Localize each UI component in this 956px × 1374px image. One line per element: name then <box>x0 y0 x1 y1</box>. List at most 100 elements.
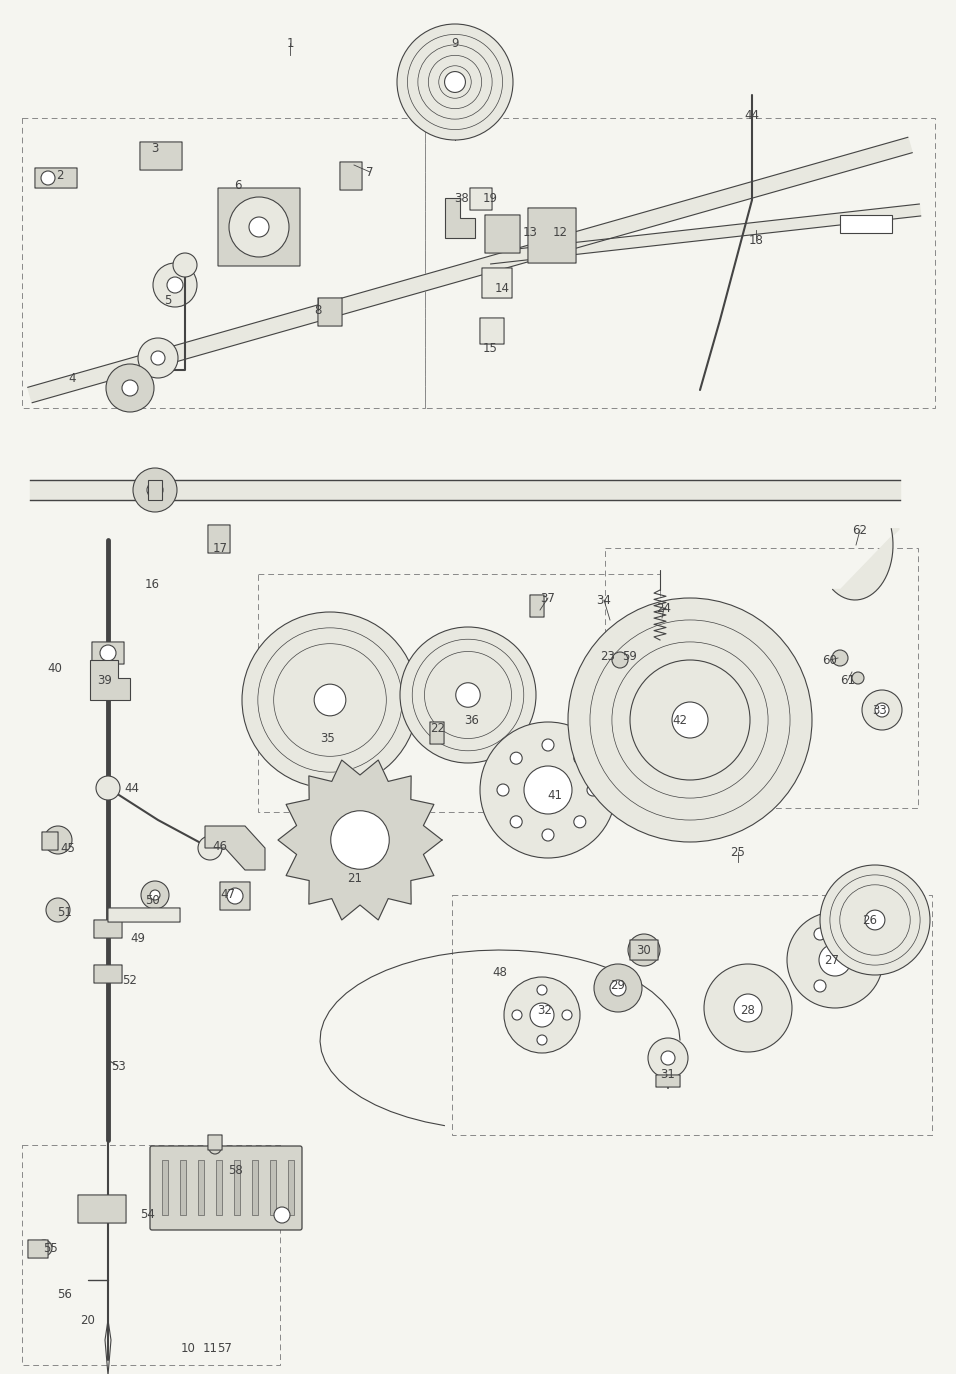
Text: 58: 58 <box>228 1164 243 1176</box>
Circle shape <box>227 888 243 904</box>
Bar <box>216 1160 222 1215</box>
Text: 44: 44 <box>745 109 759 121</box>
Circle shape <box>456 683 480 708</box>
Bar <box>605 548 918 808</box>
FancyBboxPatch shape <box>78 1195 126 1223</box>
Bar <box>258 574 660 812</box>
Circle shape <box>46 899 70 922</box>
Text: 36: 36 <box>465 713 480 727</box>
Circle shape <box>150 890 160 900</box>
Bar <box>180 1160 186 1215</box>
Circle shape <box>331 811 389 870</box>
Text: 57: 57 <box>218 1341 232 1355</box>
Text: 13: 13 <box>523 225 537 239</box>
Text: 24: 24 <box>657 602 671 614</box>
Text: 62: 62 <box>853 523 867 536</box>
FancyBboxPatch shape <box>94 921 122 938</box>
FancyBboxPatch shape <box>530 595 544 617</box>
Circle shape <box>628 934 660 966</box>
Circle shape <box>138 338 178 378</box>
Text: 52: 52 <box>122 974 138 987</box>
Circle shape <box>229 196 289 257</box>
Text: 1: 1 <box>286 37 293 49</box>
Text: 21: 21 <box>347 871 362 885</box>
FancyBboxPatch shape <box>150 1146 302 1230</box>
Text: 25: 25 <box>730 845 746 859</box>
Text: 16: 16 <box>144 577 160 591</box>
Circle shape <box>209 1142 221 1154</box>
Circle shape <box>537 1035 547 1046</box>
Text: 27: 27 <box>824 954 839 966</box>
Text: 18: 18 <box>749 234 764 246</box>
Circle shape <box>530 1003 554 1026</box>
Circle shape <box>198 835 222 860</box>
Text: 6: 6 <box>234 179 242 191</box>
Text: 7: 7 <box>366 165 374 179</box>
Circle shape <box>852 672 864 684</box>
Circle shape <box>512 1010 522 1020</box>
Text: 30: 30 <box>637 944 651 956</box>
Circle shape <box>122 381 138 396</box>
Circle shape <box>480 721 616 857</box>
Polygon shape <box>30 480 900 500</box>
Circle shape <box>315 684 346 716</box>
Text: 32: 32 <box>537 1003 553 1017</box>
Text: 23: 23 <box>600 650 616 662</box>
Text: 9: 9 <box>451 37 459 49</box>
FancyBboxPatch shape <box>485 214 520 253</box>
FancyBboxPatch shape <box>656 1074 680 1087</box>
Circle shape <box>173 253 197 278</box>
Polygon shape <box>28 137 912 403</box>
Text: 53: 53 <box>111 1059 125 1073</box>
Text: 12: 12 <box>553 225 568 239</box>
Text: 46: 46 <box>212 840 228 852</box>
Bar <box>22 1145 280 1364</box>
Bar <box>840 214 892 234</box>
Circle shape <box>537 985 547 995</box>
Polygon shape <box>278 760 442 921</box>
Polygon shape <box>205 826 265 870</box>
Polygon shape <box>445 198 475 238</box>
Circle shape <box>497 785 509 796</box>
Text: 31: 31 <box>661 1069 676 1081</box>
FancyBboxPatch shape <box>482 268 512 298</box>
Circle shape <box>524 765 572 813</box>
Circle shape <box>147 482 163 497</box>
Text: 60: 60 <box>822 654 837 666</box>
Circle shape <box>587 785 599 796</box>
Circle shape <box>668 698 712 742</box>
Text: 37: 37 <box>540 591 555 605</box>
Circle shape <box>734 993 762 1022</box>
FancyBboxPatch shape <box>140 142 182 170</box>
Text: 28: 28 <box>741 1003 755 1017</box>
Circle shape <box>445 71 466 92</box>
Text: 33: 33 <box>873 703 887 716</box>
Circle shape <box>274 1206 290 1223</box>
Circle shape <box>862 690 902 730</box>
Text: 54: 54 <box>141 1208 156 1220</box>
FancyBboxPatch shape <box>630 940 658 960</box>
FancyBboxPatch shape <box>318 298 342 326</box>
Bar <box>270 1160 276 1215</box>
Circle shape <box>249 217 269 236</box>
Circle shape <box>814 980 826 992</box>
FancyBboxPatch shape <box>430 721 444 745</box>
Bar <box>22 118 425 408</box>
Text: 14: 14 <box>494 282 510 294</box>
Text: 59: 59 <box>622 650 638 662</box>
Text: 39: 39 <box>98 673 113 687</box>
Circle shape <box>630 660 750 780</box>
FancyBboxPatch shape <box>35 168 77 188</box>
Circle shape <box>100 644 116 661</box>
Text: 3: 3 <box>151 142 159 154</box>
Bar <box>452 894 932 1135</box>
Circle shape <box>511 816 522 827</box>
Bar <box>288 1160 294 1215</box>
Circle shape <box>400 627 536 763</box>
Circle shape <box>612 653 628 668</box>
Circle shape <box>814 927 826 940</box>
Circle shape <box>242 611 418 789</box>
Circle shape <box>787 912 883 1009</box>
Bar <box>252 1160 258 1215</box>
Text: 8: 8 <box>315 304 321 316</box>
